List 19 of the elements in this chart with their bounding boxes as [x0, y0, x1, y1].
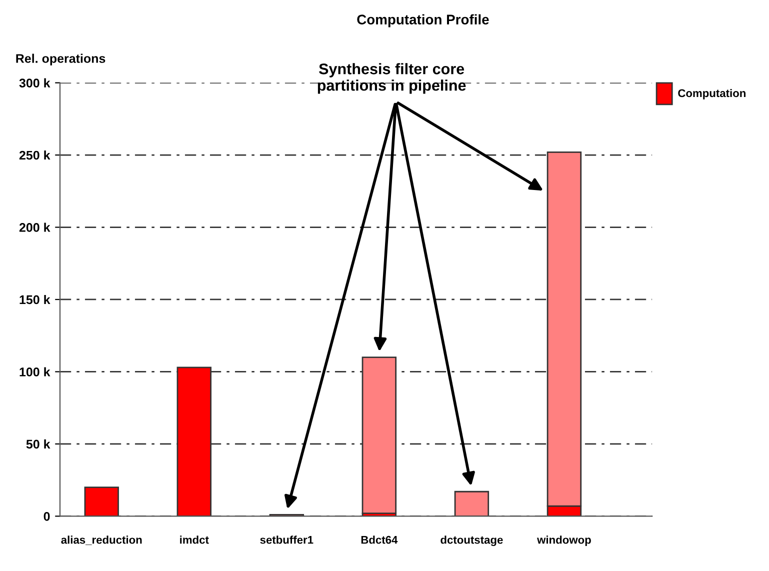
- x-tick-label: imdct: [180, 536, 209, 544]
- x-tick-label: alias_reduction: [61, 536, 142, 546]
- x-tick-label: setbuffer1: [260, 536, 314, 544]
- y-tick-label: 250 k: [19, 150, 50, 160]
- y-tick-label: 50 k: [26, 439, 50, 449]
- y-axis-title: Rel. operations: [16, 54, 106, 66]
- y-tick-label: 100 k: [20, 367, 50, 376]
- x-tick-label: windowop: [537, 536, 591, 546]
- y-tick-label: 150 k: [20, 294, 50, 304]
- annotation: Synthesis filter core partitions in pipeline: [318, 63, 466, 94]
- chart-title: Computation Profile: [357, 14, 489, 28]
- bar: [454, 490, 490, 516]
- y-tick-label: 200 k: [19, 222, 50, 232]
- y-tick-label: 300 k: [19, 78, 50, 88]
- y-tick-label: 0: [44, 512, 50, 521]
- x-tick-label: dctoutstage: [440, 536, 503, 546]
- bar: [84, 486, 119, 516]
- x-tick-label: Bdct64: [361, 536, 398, 544]
- legend-label: Computation: [678, 88, 746, 100]
